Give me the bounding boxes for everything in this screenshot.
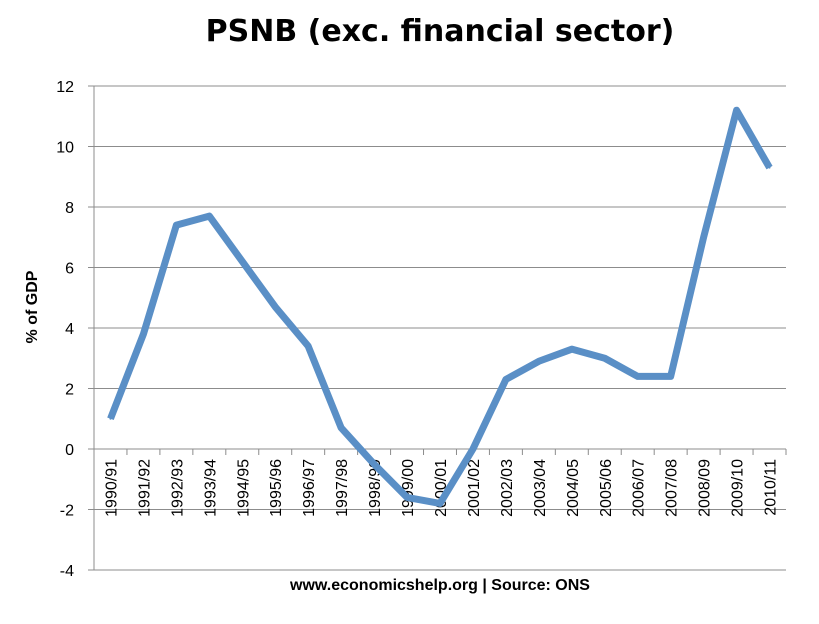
x-tick-label: 2001/02 — [466, 459, 483, 517]
data-point — [340, 426, 343, 429]
x-tick-label: 1999/00 — [400, 459, 417, 517]
data-point — [570, 348, 573, 351]
data-point — [406, 496, 409, 499]
x-tick-label: 2008/09 — [697, 459, 714, 517]
data-point — [175, 224, 178, 227]
data-point — [307, 345, 310, 348]
source-label: www.economicshelp.org | Source: ONS — [290, 577, 590, 594]
y-tick-label: 10 — [56, 140, 74, 157]
data-point — [603, 357, 606, 360]
y-tick-label: 2 — [65, 382, 74, 399]
y-tick-label: 6 — [65, 261, 74, 278]
x-tick-label: 2003/04 — [532, 459, 549, 517]
data-point — [537, 360, 540, 363]
x-tick-label: 1994/95 — [235, 459, 252, 517]
y-tick-label: 4 — [65, 321, 74, 338]
y-tick-label: -4 — [60, 563, 74, 580]
data-point — [208, 215, 211, 218]
x-tick-label: 2006/07 — [631, 459, 648, 517]
data-point — [439, 502, 441, 505]
y-tick-label: 12 — [56, 79, 74, 96]
x-tick-label: 1992/93 — [169, 459, 186, 517]
data-point — [274, 305, 277, 308]
x-tick-label: 2005/06 — [598, 459, 615, 517]
data-point — [735, 109, 738, 112]
x-tick-label: 1996/97 — [301, 459, 318, 517]
data-point — [109, 417, 112, 420]
x-tick-label: 2007/08 — [664, 459, 681, 517]
data-point — [373, 463, 376, 466]
x-tick-label: 1997/98 — [334, 459, 351, 517]
x-tick-label: 2009/10 — [730, 459, 747, 517]
data-point — [142, 333, 145, 336]
y-tick-label: 8 — [65, 200, 74, 217]
data-point — [768, 166, 771, 169]
x-tick-label: 1990/91 — [103, 459, 120, 517]
x-tick-label: 1995/96 — [268, 459, 285, 517]
data-point — [504, 378, 507, 381]
x-tick-label: 2004/05 — [565, 459, 582, 517]
chart-title: PSNB (exc. financial sector) — [205, 14, 675, 49]
data-point — [636, 375, 639, 378]
data-point — [669, 375, 672, 378]
data-point — [241, 260, 244, 263]
x-tick-label: 1993/94 — [202, 459, 219, 517]
y-tick-label: -2 — [60, 503, 74, 520]
series-line — [107, 106, 773, 507]
x-tick-label: 1991/92 — [136, 459, 153, 517]
y-tick-label: 0 — [65, 442, 74, 459]
data-point — [471, 448, 474, 450]
x-tick-label: 2002/03 — [499, 459, 516, 517]
data-point — [702, 236, 705, 239]
x-tick-label: 2010/11 — [763, 459, 780, 516]
